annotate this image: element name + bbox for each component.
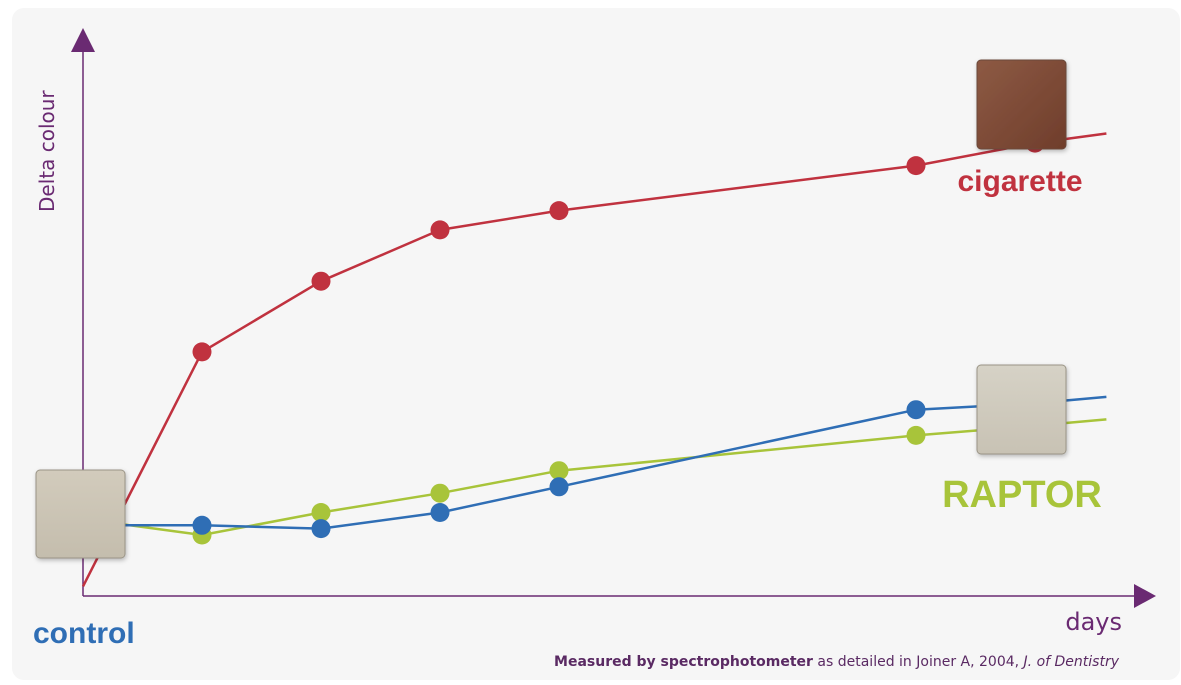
raptor-swatch [976, 364, 1067, 455]
data-point-cigarette [430, 220, 450, 240]
data-point-control [906, 400, 926, 420]
control-swatch [35, 469, 126, 559]
legend-label-cigarette: cigarette [957, 165, 1082, 198]
data-point-control [549, 477, 569, 497]
y-axis-label: Delta colour [35, 90, 59, 212]
x-axis-arrow [1134, 584, 1156, 608]
footnote: Measured by spectrophotometer as detaile… [554, 654, 1120, 670]
series-layer [81, 132, 1107, 587]
data-point-cigarette [549, 201, 569, 221]
data-point-control [430, 503, 450, 522]
y-axis-arrow [71, 28, 95, 52]
data-point-cigarette [906, 156, 926, 176]
series-cigarette [81, 132, 1107, 587]
data-point-raptor [906, 425, 926, 445]
series-control [83, 393, 1107, 539]
data-point-cigarette [311, 271, 331, 291]
x-axis-label: days [1065, 608, 1122, 636]
legend-label-control: control [33, 617, 135, 650]
series-line-cigarette [81, 132, 1107, 587]
data-point-cigarette [192, 342, 212, 362]
data-point-control [311, 519, 331, 539]
legend-label-raptor: RAPTOR [942, 474, 1102, 516]
data-point-control [192, 515, 212, 535]
data-point-raptor [549, 461, 569, 481]
data-point-raptor [430, 483, 450, 503]
footnote-normal: as detailed in Joiner A, 2004, [813, 654, 1024, 670]
footnote-bold: Measured by spectrophotometer [554, 654, 813, 670]
footnote-italic: J. of Dentistry [1021, 654, 1120, 670]
cigarette-swatch [976, 59, 1067, 150]
data-point-raptor [311, 503, 331, 522]
